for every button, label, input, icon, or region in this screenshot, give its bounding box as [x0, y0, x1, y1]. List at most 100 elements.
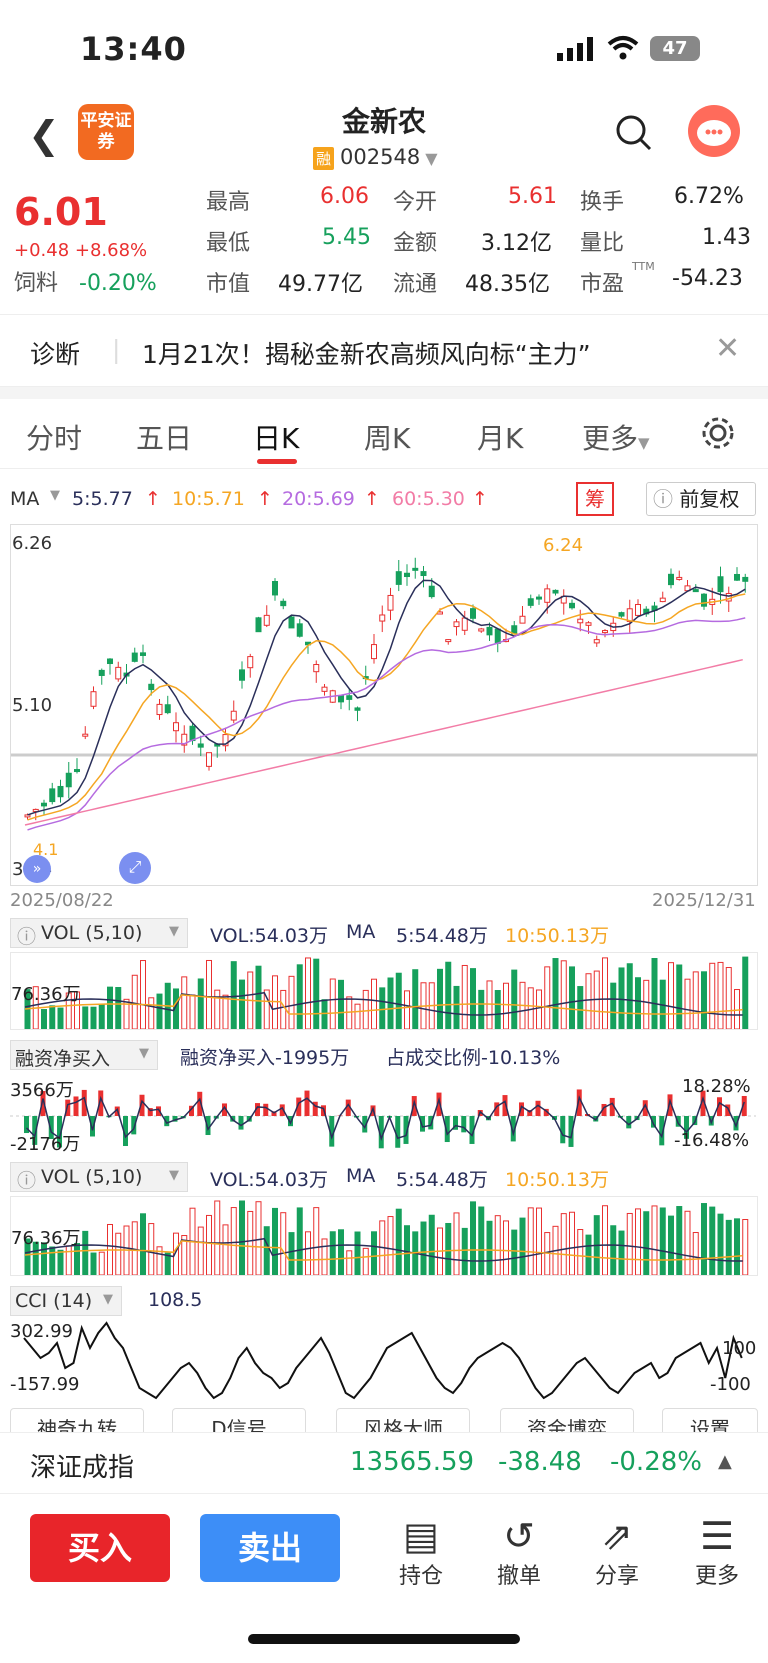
gear-icon[interactable] [700, 415, 736, 451]
candle-body [98, 669, 105, 676]
volume-bar [494, 990, 501, 1030]
candle-body [222, 734, 229, 747]
tab-five-day[interactable]: 五日 [136, 422, 193, 455]
candle-body [206, 752, 212, 767]
tab-monthly-k[interactable]: 月K [477, 422, 524, 455]
margin-value: 融资净买入-1995万 [180, 1047, 350, 1069]
volume-bar [453, 985, 460, 1030]
volume-bar [49, 1246, 56, 1276]
margin-bar [57, 1116, 62, 1148]
candle-body [544, 588, 551, 603]
avatar[interactable] [688, 105, 740, 157]
candle-body [148, 683, 155, 691]
volume-bar [676, 964, 683, 1030]
volume-bar [49, 1005, 56, 1030]
share-button[interactable]: ⇗ 分享 [582, 1514, 652, 1590]
more-button[interactable]: ☰ 更多 [682, 1514, 752, 1590]
volume-bar [387, 1216, 394, 1276]
volume-bar [395, 1208, 402, 1276]
volume-ratio-value: 1.43 [702, 225, 751, 250]
tab-more[interactable]: 更多▼ [582, 417, 650, 457]
margin-bar [519, 1102, 524, 1116]
volume-bar [41, 1009, 47, 1030]
pe-label: 市盈 [580, 272, 625, 297]
kline-svg [11, 557, 757, 831]
volume-bar [725, 1219, 732, 1276]
vol-label: VOL (5,10) [41, 922, 143, 944]
sector-row[interactable]: 饲料 -0.20% [14, 265, 157, 297]
ma10-line [27, 593, 746, 821]
volume-bar [470, 968, 476, 1030]
margin-indicator-selector[interactable]: 融资净买入 ▼ [10, 1040, 158, 1070]
candle-body [428, 585, 435, 598]
volume-bar [222, 1224, 229, 1276]
adjust-mode-button[interactable]: ⓘ 前复权 [646, 482, 756, 516]
candle-body [239, 669, 245, 681]
sell-button[interactable]: 卖出 [200, 1514, 340, 1582]
caret-up-icon[interactable]: ▲ [718, 1451, 732, 1472]
cancel-order-button[interactable]: ↺ 撤单 [484, 1514, 554, 1590]
volume-bar [544, 966, 551, 1030]
vol-ma5: 5:54.48万 [396, 925, 488, 947]
candle-body [412, 567, 419, 571]
volume-bar [709, 962, 716, 1030]
expand-icon[interactable]: » [23, 855, 51, 883]
volume-bar [288, 1232, 295, 1276]
volume-bar [305, 1231, 311, 1276]
close-icon[interactable]: ✕ [715, 331, 741, 366]
volume-bar [536, 1207, 542, 1276]
volume-bar [668, 1215, 674, 1276]
volume-bar [404, 990, 410, 1030]
volume-bar [742, 1219, 749, 1276]
amount-label: 金额 [393, 231, 438, 256]
cci-indicator-selector[interactable]: CCI (14) ▼ [10, 1286, 122, 1316]
volume-bar [734, 989, 740, 1030]
index-name: 深证成指 [30, 1453, 135, 1483]
tab-weekly-k[interactable]: 周K [364, 422, 411, 455]
margin-bar [651, 1116, 656, 1128]
buy-button[interactable]: 买入 [30, 1514, 170, 1582]
volume-bar [156, 993, 163, 1030]
tab-intraday[interactable]: 分时 [26, 422, 83, 455]
volume-bar [197, 978, 204, 1030]
diagnosis-label: 诊断 [30, 340, 81, 369]
volume-bar [494, 1215, 501, 1276]
volume-bar [346, 1250, 353, 1276]
chevron-left-icon[interactable]: ❮ [28, 113, 60, 157]
diagnosis-banner[interactable]: 诊断 | 1月21次！揭秘金新农高频风向标“主力” ✕ [0, 315, 768, 387]
positions-button[interactable]: ▤ 持仓 [386, 1514, 456, 1590]
info-icon: ⓘ [17, 1170, 37, 1192]
signal-icon [557, 37, 593, 61]
margin-label: 融资净买入 [15, 1048, 111, 1070]
volume-bar [280, 1212, 287, 1276]
volume-bar [552, 958, 559, 1030]
low-value: 5.45 [322, 225, 371, 250]
volume-bar [321, 999, 328, 1030]
ma-legend[interactable]: MA ▼ 5:5.77 ↑ 10:5.71 ↑ 20:5.69 ↑ 60:5.3… [10, 488, 570, 518]
tab-daily-k[interactable]: 日K [253, 422, 300, 455]
candle-body [173, 722, 179, 732]
chip-distribution-button[interactable]: 筹 [576, 482, 614, 516]
bottom-action-bar: 买入 卖出 ▤ 持仓 ↺ 撤单 ⇗ 分享 ☰ 更多 [0, 1494, 768, 1663]
vol-ma10-line [24, 994, 743, 1015]
candle-body [346, 695, 353, 700]
volume-chart-2: 76.36万 [10, 1196, 758, 1276]
margin-bar [255, 1103, 260, 1116]
index-ticker[interactable]: 深证成指 13565.59 -38.48 -0.28% ▲ [0, 1432, 768, 1494]
positions-label: 持仓 [398, 1564, 443, 1589]
stock-code-selector[interactable]: 融 002548 ▼ [313, 145, 438, 170]
volume-bar [230, 1207, 237, 1276]
more-label: 更多 [694, 1564, 739, 1589]
volume-bar [577, 986, 584, 1030]
volume-bar [618, 1230, 625, 1276]
fullscreen-icon[interactable]: ⤢ [119, 852, 151, 884]
search-icon[interactable] [614, 113, 654, 153]
share-icon: ⇗ [601, 1514, 633, 1558]
status-time: 13:40 [80, 30, 187, 68]
volume-bar [453, 1212, 460, 1276]
vol-indicator-selector-2[interactable]: ⓘ VOL (5,10) ▼ [10, 1162, 188, 1192]
volume-bar [692, 971, 699, 1030]
diagnosis-text: 1月21次！揭秘金新农高频风向标“主力” [142, 340, 591, 369]
kline-chart[interactable]: 6.26 5.10 3.74 6.24 4.1 » ⤢ [10, 524, 758, 886]
vol-indicator-selector[interactable]: ⓘ VOL (5,10) ▼ [10, 918, 188, 948]
